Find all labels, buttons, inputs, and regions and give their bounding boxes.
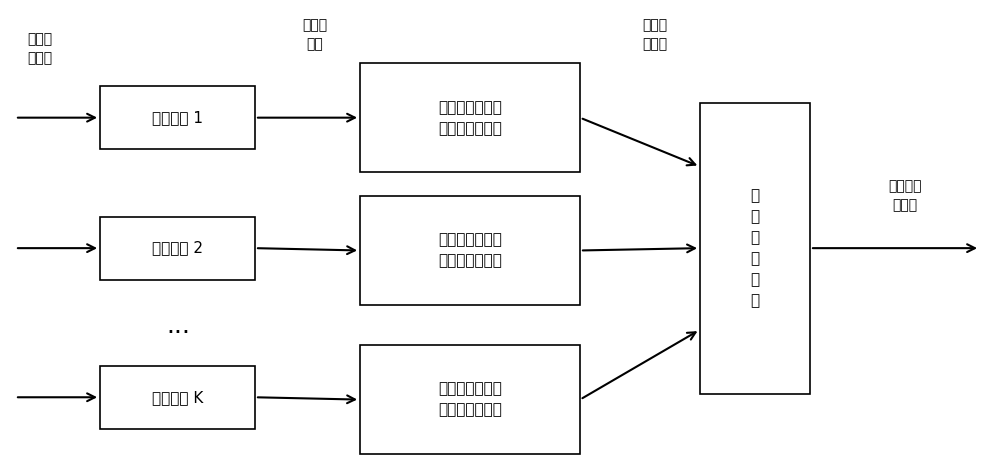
Text: 基于差分能量检
测的双门限检测: 基于差分能量检 测的双门限检测 (438, 233, 502, 268)
Text: 本地判: 本地判 (642, 19, 668, 33)
Bar (100, 217, 255, 280)
Text: 计值: 计值 (307, 37, 323, 51)
Bar (360, 63, 580, 172)
Bar (360, 196, 580, 305)
Text: 能量统: 能量统 (302, 19, 328, 33)
Text: 决结果: 决结果 (642, 37, 668, 51)
Text: 系
统
融
合
中
心: 系 统 融 合 中 心 (750, 188, 760, 308)
Bar (700, 103, 810, 394)
Text: 认知用户 2: 认知用户 2 (152, 240, 203, 256)
Text: 基于差分能量检
测的双门限检测: 基于差分能量检 测的双门限检测 (438, 100, 502, 136)
Text: 基于差分能量检
测的双门限检测: 基于差分能量检 测的双门限检测 (438, 382, 502, 418)
Bar (100, 86, 255, 149)
Text: ···: ··· (166, 321, 190, 345)
Bar (360, 345, 580, 454)
Text: 的信号: 的信号 (27, 51, 53, 65)
Text: 认知用户 1: 认知用户 1 (152, 110, 203, 125)
Text: 接收到: 接收到 (27, 33, 53, 47)
Text: 认知用户 K: 认知用户 K (152, 390, 203, 405)
Text: 系统总判: 系统总判 (888, 179, 922, 193)
Bar (100, 366, 255, 429)
Text: 决结果: 决结果 (892, 198, 918, 212)
